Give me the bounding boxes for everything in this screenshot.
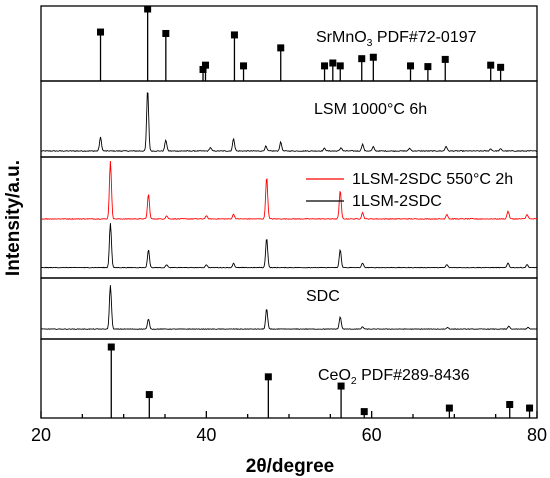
pattern-line	[41, 160, 538, 220]
reference-peak-marker	[506, 401, 514, 409]
reference-peak-marker	[526, 404, 534, 412]
reference-peak-marker	[264, 373, 272, 381]
reference-peak-marker	[497, 63, 505, 71]
legend-label: 1LSM-2SDC 550°C 2h	[352, 171, 513, 188]
reference-peak-marker	[240, 62, 248, 70]
reference-peak-marker	[97, 28, 105, 36]
reference-peak-marker	[107, 343, 115, 351]
pattern-line	[40, 92, 537, 153]
reference-peak-marker	[337, 382, 345, 390]
x-axis: 20 40 60 80	[31, 411, 547, 445]
x-tick-label: 40	[196, 425, 216, 445]
panel-frame	[40, 277, 538, 340]
reference-peak-marker	[144, 5, 152, 13]
reference-peak-marker	[145, 391, 153, 399]
reference-peak-marker	[487, 61, 495, 69]
x-tick-label: 80	[527, 425, 547, 445]
pattern-line	[40, 285, 537, 330]
legend-label: 1LSM-2SDC	[352, 193, 442, 210]
legend-entry: 1LSM-2SDC	[306, 193, 442, 210]
panel-label: SDC	[306, 288, 340, 305]
reference-peak-marker	[445, 404, 453, 412]
panel-2: LSM 1000°C 6h	[40, 80, 538, 158]
reference-peak-marker	[369, 53, 377, 61]
reference-peak-marker	[230, 31, 238, 39]
reference-peak-marker	[336, 62, 344, 70]
panel-4: SDC	[40, 277, 538, 340]
reference-peak-marker	[199, 65, 207, 73]
reference-peak-marker	[360, 408, 368, 416]
panel-frame	[40, 80, 538, 158]
reference-peak-marker	[329, 59, 337, 67]
reference-peak-marker	[321, 62, 329, 70]
reference-peak-marker	[441, 55, 449, 63]
panel-5: CeO2 PDF#289-8436	[40, 338, 538, 419]
panel-label: LSM 1000°C 6h	[314, 101, 427, 118]
panel-1: SrMnO3 PDF#72-0197	[40, 5, 538, 82]
panel-label: CeO2 PDF#289-8436	[318, 367, 470, 387]
reference-peak-marker	[424, 63, 432, 71]
panels: SrMnO3 PDF#72-0197 LSM 1000°C 6h 1LSM-2SDC…	[40, 5, 538, 419]
x-axis-title: 2θ/degree	[246, 456, 334, 477]
pattern-line	[40, 223, 538, 269]
y-axis-title: Intensity/a.u.	[3, 160, 24, 276]
reference-peak-marker	[407, 62, 415, 70]
panel-label: SrMnO3 PDF#72-0197	[316, 29, 477, 49]
legend-entry: 1LSM-2SDC 550°C 2h	[306, 171, 513, 188]
reference-peak-marker	[202, 61, 210, 69]
panel-3: 1LSM-2SDC 550°C 2h 1LSM-2SDC	[40, 156, 538, 279]
reference-peak-marker	[162, 29, 170, 37]
x-tick-label: 60	[362, 425, 382, 445]
x-tick-label: 20	[31, 425, 51, 445]
reference-peak-marker	[358, 55, 366, 63]
reference-peak-marker	[277, 44, 285, 52]
